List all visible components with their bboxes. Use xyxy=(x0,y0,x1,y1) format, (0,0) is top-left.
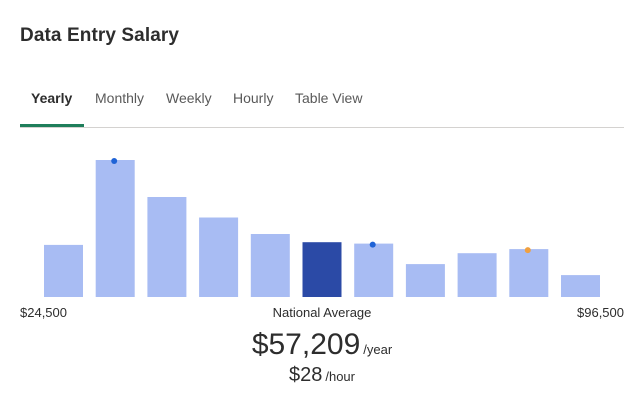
tab-hourly[interactable]: Hourly xyxy=(233,90,274,106)
tab-weekly[interactable]: Weekly xyxy=(166,90,212,106)
histogram-bar xyxy=(509,249,549,297)
tab-monthly[interactable]: Monthly xyxy=(95,90,145,106)
yearly-salary-unit: /year xyxy=(363,342,393,357)
histogram-bar xyxy=(561,275,600,297)
yearly-salary-value: $57,209 xyxy=(251,328,361,361)
salary-max-label: $96,500 xyxy=(577,305,624,320)
national-average-label: National Average xyxy=(272,305,372,320)
histogram-bar xyxy=(250,234,290,297)
hourly-salary-unit: /hour xyxy=(325,369,355,384)
hourly-salary-value: $28 xyxy=(288,364,323,386)
histogram-bar xyxy=(95,160,135,297)
histogram-bar xyxy=(302,242,342,297)
salary-distribution-chart xyxy=(44,158,600,297)
page-title: Data Entry Salary xyxy=(20,25,180,46)
histogram-bar xyxy=(354,243,394,297)
salary-min-label: $24,500 xyxy=(20,305,67,320)
bar-marker-dot xyxy=(369,241,376,248)
salary-period-tabs: Yearly Monthly Weekly Hourly Table View xyxy=(20,80,624,128)
active-tab-indicator xyxy=(20,124,84,127)
histogram-bar xyxy=(147,197,187,297)
histogram-bar xyxy=(44,244,83,297)
yearly-salary: $57,209/year xyxy=(0,328,644,362)
histogram-bar xyxy=(457,253,497,297)
tab-yearly[interactable]: Yearly xyxy=(31,90,73,106)
hourly-salary: $28/hour xyxy=(0,364,644,387)
bar-marker-dot xyxy=(524,247,531,254)
bar-marker-dot xyxy=(111,158,118,164)
histogram-bar xyxy=(199,217,239,297)
tab-table-view[interactable]: Table View xyxy=(295,90,363,106)
histogram-bar xyxy=(405,264,445,297)
